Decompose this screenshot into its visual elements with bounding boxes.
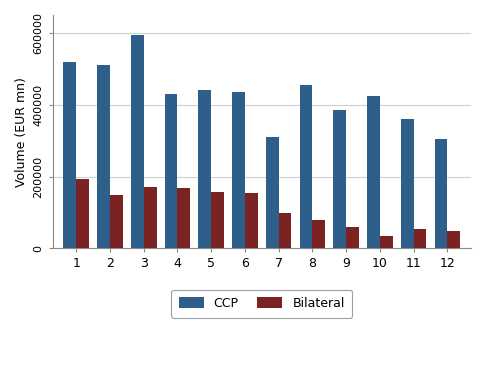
Y-axis label: Volume (EUR mn): Volume (EUR mn) [15, 77, 28, 186]
Bar [211, 192, 224, 248]
Bar [401, 119, 414, 248]
Bar [177, 188, 190, 248]
Bar [380, 236, 393, 248]
Bar [110, 195, 123, 248]
Bar [312, 221, 325, 248]
Bar [434, 139, 448, 248]
Legend: CCP, Bilateral: CCP, Bilateral [171, 290, 352, 318]
Bar [346, 227, 359, 248]
Bar [198, 90, 211, 248]
Bar [97, 65, 110, 248]
Bar [299, 85, 312, 248]
Bar [165, 94, 177, 248]
Bar [76, 179, 89, 248]
Bar [63, 62, 76, 248]
Bar [245, 193, 258, 248]
Bar [414, 229, 426, 248]
Bar [144, 187, 156, 248]
Bar [333, 110, 346, 248]
Bar [448, 231, 460, 248]
Bar [278, 213, 292, 248]
Bar [131, 35, 144, 248]
Bar [232, 92, 245, 248]
Bar [266, 137, 278, 248]
Bar [367, 96, 380, 248]
